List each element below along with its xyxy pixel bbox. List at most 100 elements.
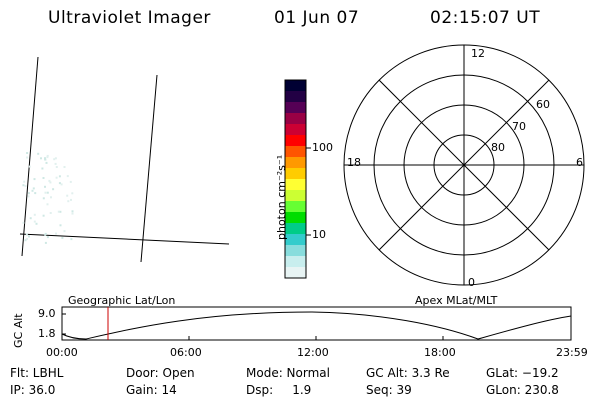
info-seq: Seq: 39 — [366, 383, 412, 397]
info-gain: Gain: 14 — [126, 383, 177, 397]
xtick-12: 12:00 — [297, 346, 329, 359]
speckle-pixel — [34, 192, 37, 195]
polar-label-80: 80 — [491, 141, 505, 154]
polar-label-0: 0 — [468, 276, 475, 289]
speckle-pixel — [29, 217, 32, 220]
colorbar-swatch — [285, 168, 306, 180]
speckle-pixel — [33, 178, 36, 181]
colorbar-unit-label: photon cm⁻²s⁻¹ — [275, 154, 288, 240]
speckle-pixel — [49, 181, 52, 184]
info-door: Door: Open — [126, 366, 195, 380]
timeline-left-label: Geographic Lat/Lon — [68, 294, 176, 307]
speckle-pixel — [35, 222, 38, 225]
colorbar-swatch — [285, 201, 306, 213]
speckle-pixel — [44, 191, 47, 194]
colorbar-swatch — [285, 234, 306, 246]
polar-label-12: 12 — [471, 47, 485, 60]
speckle-pixel — [45, 161, 48, 164]
info-gc-alt: GC Alt: 3.3 Re — [366, 366, 450, 380]
xtick-00: 00:00 — [46, 346, 78, 359]
orbit-altitude-curve — [61, 311, 572, 340]
geo-meridian-left — [21, 56, 39, 257]
speckle-pixel — [71, 212, 74, 215]
speckle-pixel — [57, 210, 60, 213]
info-dsp: Dsp: 1.9 — [246, 383, 312, 397]
speckle-pixel — [44, 157, 46, 160]
date-label: 01 Jun 07 — [274, 8, 360, 28]
speckle-pixel — [25, 233, 28, 236]
speckle-pixel — [28, 192, 30, 195]
speckle-pixel — [27, 195, 30, 198]
info-mode: Mode: Normal — [246, 366, 330, 380]
xtick-2359: 23:59 — [556, 346, 588, 359]
colorbar-swatch — [285, 124, 306, 136]
speckle-pixel — [22, 184, 25, 187]
aurora-speckle — [22, 152, 74, 244]
speckle-pixel — [26, 238, 28, 240]
info-glat: GLat: −19.2 — [486, 366, 559, 380]
timeline-ticks — [62, 313, 444, 340]
speckle-pixel — [71, 210, 74, 213]
colorbar-swatch — [285, 80, 306, 92]
polar-label-18: 18 — [347, 156, 361, 169]
speckle-pixel — [28, 235, 30, 238]
polar-label-60: 60 — [536, 98, 550, 111]
speckle-pixel — [52, 188, 55, 191]
polar-plot — [343, 44, 585, 286]
geo-meridian-right — [140, 74, 158, 263]
timeline-ytick-bottom: 1.8 — [38, 327, 56, 340]
speckle-pixel — [63, 230, 66, 233]
speckle-pixel — [40, 157, 42, 160]
colorbar-swatch — [285, 146, 306, 158]
speckle-pixel — [69, 180, 72, 183]
colorbar-swatch — [285, 135, 306, 147]
speckle-pixel — [31, 189, 34, 192]
speckle-pixel — [33, 213, 36, 216]
colorbar — [285, 80, 306, 279]
speckle-pixel — [58, 182, 61, 185]
speckle-pixel — [66, 194, 69, 197]
speckle-pixel — [70, 198, 72, 201]
speckle-pixel — [33, 220, 36, 223]
time-label: 02:15:07 UT — [430, 8, 541, 28]
speckle-pixel — [63, 166, 66, 168]
speckle-pixel — [23, 180, 26, 183]
geo-parallel — [19, 233, 230, 245]
speckle-pixel — [49, 212, 52, 214]
speckle-pixel — [70, 238, 73, 241]
speckle-pixel — [37, 152, 40, 155]
speckle-pixel — [44, 158, 47, 161]
colorbar-swatch — [285, 256, 306, 268]
speckle-pixel — [42, 197, 45, 200]
xtick-18: 18:00 — [424, 346, 456, 359]
info-glon: GLon: 230.8 — [486, 383, 559, 397]
info-ip: IP: 36.0 — [10, 383, 56, 397]
speckle-pixel — [46, 191, 49, 194]
colorbar-swatch — [285, 179, 306, 191]
colorbar-swatch — [285, 113, 306, 125]
speckle-pixel — [50, 196, 52, 199]
speckle-pixel — [54, 157, 57, 160]
speckle-pixel — [41, 167, 44, 170]
colorbar-label-100: 100 — [312, 141, 333, 154]
speckle-pixel — [26, 156, 29, 159]
polar-label-6: 6 — [576, 156, 583, 169]
speckle-pixel — [67, 200, 70, 203]
speckle-pixel — [48, 179, 51, 182]
polar-diagonal-b — [378, 79, 550, 251]
speckle-pixel — [61, 236, 64, 239]
colorbar-swatch — [285, 102, 306, 114]
speckle-pixel — [44, 185, 46, 188]
speckle-pixel — [66, 175, 69, 178]
speckle-pixel — [59, 224, 62, 227]
speckle-pixel — [44, 233, 47, 236]
colorbar-swatch — [285, 212, 306, 224]
speckle-pixel — [46, 156, 49, 159]
speckle-pixel — [59, 210, 62, 213]
speckle-pixel — [24, 239, 27, 242]
speckle-pixel — [42, 214, 45, 217]
timeline-ylabel: GC Alt — [12, 313, 25, 348]
speckle-pixel — [55, 232, 57, 235]
colorbar-label-10: 10 — [312, 228, 326, 241]
